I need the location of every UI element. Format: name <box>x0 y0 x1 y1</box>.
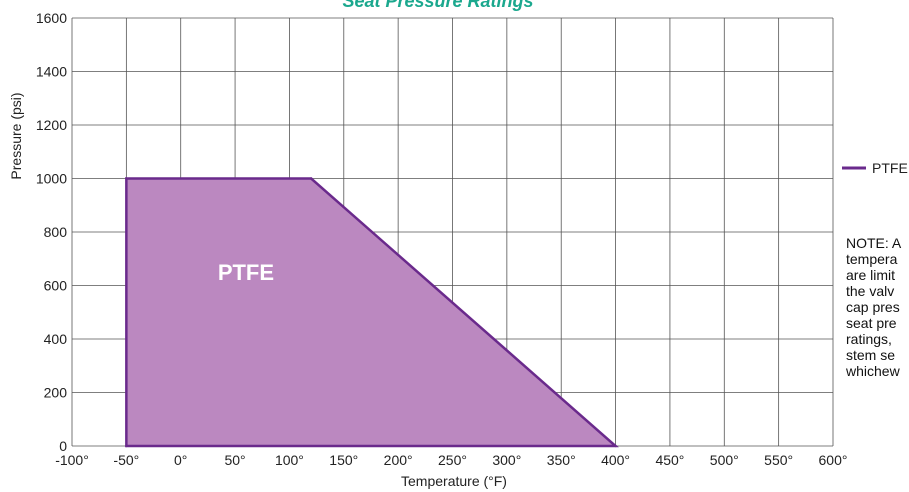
note-line: the valv <box>846 283 894 299</box>
x-tick-label: 350° <box>547 452 576 468</box>
data-point <box>309 177 313 180</box>
y-tick-label: 1400 <box>36 64 67 80</box>
y-tick-label: 1000 <box>36 171 67 187</box>
y-tick-label: 400 <box>44 331 68 347</box>
note-line: seat pre <box>846 315 897 331</box>
note-line: NOTE: A <box>846 235 902 251</box>
data-point <box>614 444 617 448</box>
x-tick-label: 400° <box>601 452 630 468</box>
chart-title: Seat Pressure Ratings <box>342 0 533 11</box>
x-tick-label: -100° <box>55 452 89 468</box>
note-line: whichew <box>845 363 901 379</box>
y-tick-label: 0 <box>59 438 67 454</box>
x-tick-label: 0° <box>174 452 187 468</box>
x-axis-label: Temperature (°F) <box>401 473 507 489</box>
x-tick-label: 300° <box>492 452 521 468</box>
note-line: stem se <box>846 347 895 363</box>
note-line: are limit <box>846 267 895 283</box>
x-tick-label: 500° <box>710 452 739 468</box>
note-line: cap pres <box>846 299 900 315</box>
x-tick-label: -50° <box>113 452 139 468</box>
legend-label: PTFE <box>872 160 908 176</box>
y-tick-label: 200 <box>44 385 68 401</box>
x-tick-label: 150° <box>329 452 358 468</box>
data-point <box>125 444 128 448</box>
note-line: tempera <box>846 251 898 267</box>
x-tick-label: 100° <box>275 452 304 468</box>
y-axis-label: Pressure (psi) <box>8 92 24 179</box>
y-axis-ticks: 0 200 400 600 800 1000 1200 1400 1600 <box>36 10 67 454</box>
plot-area: PTFE <box>125 177 619 448</box>
x-tick-label: 50° <box>224 452 245 468</box>
region-label: PTFE <box>218 260 274 285</box>
note-line: ratings, <box>846 331 892 347</box>
x-tick-label: 250° <box>438 452 467 468</box>
data-point <box>125 177 128 180</box>
x-tick-label: 550° <box>764 452 793 468</box>
x-axis-ticks: -100° -50° 0° 50° 100° 150° 200° 250° 300° 350° 40… <box>55 452 847 468</box>
y-tick-label: 800 <box>44 224 68 240</box>
x-tick-label: 450° <box>655 452 684 468</box>
legend: PTFE <box>842 160 908 176</box>
y-tick-label: 1600 <box>36 10 67 26</box>
x-tick-label: 600° <box>819 452 848 468</box>
y-tick-label: 600 <box>44 278 68 294</box>
x-tick-label: 200° <box>384 452 413 468</box>
y-tick-label: 1200 <box>36 117 67 133</box>
area-region-ptfe <box>125 177 619 448</box>
